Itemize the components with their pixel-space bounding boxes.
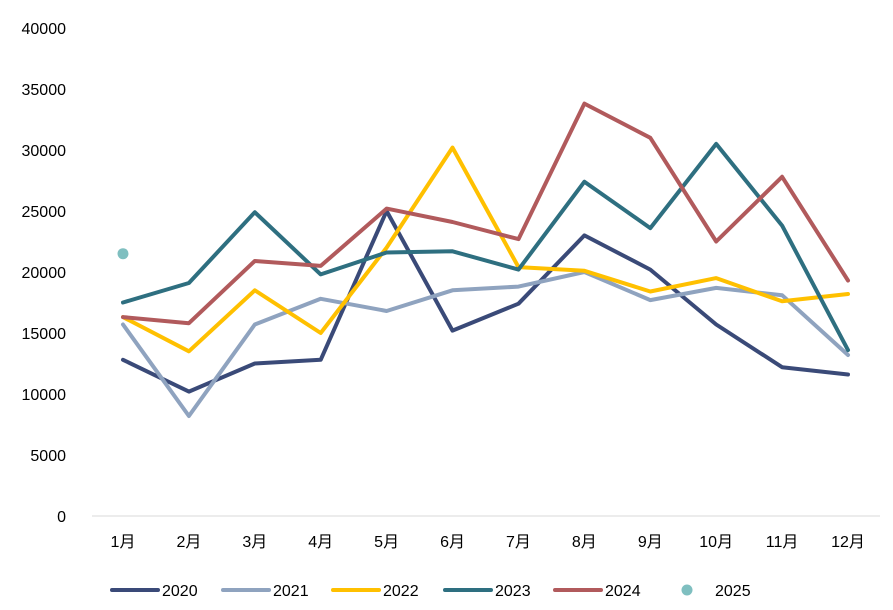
x-tick-label: 6月 bbox=[440, 534, 465, 551]
x-tick-label: 5月 bbox=[374, 534, 399, 551]
x-tick-label: 1月 bbox=[111, 534, 136, 551]
legend-label-2025: 2025 bbox=[715, 583, 751, 600]
y-tick-label: 10000 bbox=[22, 387, 67, 404]
y-tick-label: 40000 bbox=[22, 21, 67, 38]
x-tick-label: 2月 bbox=[176, 534, 201, 551]
series-line-2024 bbox=[121, 101, 850, 326]
x-tick-label: 12月 bbox=[831, 534, 865, 551]
x-tick-label: 10月 bbox=[699, 534, 733, 551]
x-tick-label: 7月 bbox=[506, 534, 531, 551]
y-axis-labels: 0 5000 10000 15000 20000 25000 30000 35000 40000 bbox=[22, 21, 67, 526]
y-tick-label: 0 bbox=[57, 509, 66, 526]
series-line-2022 bbox=[121, 145, 850, 354]
series-line-2020 bbox=[121, 209, 850, 394]
legend-label-2023: 2023 bbox=[495, 583, 531, 600]
series-line-2021 bbox=[121, 270, 850, 418]
x-tick-label: 3月 bbox=[242, 534, 267, 551]
series-lines bbox=[117, 101, 850, 418]
legend-label-2024: 2024 bbox=[605, 583, 641, 600]
y-tick-label: 35000 bbox=[22, 82, 67, 99]
x-tick-label: 4月 bbox=[308, 534, 333, 551]
series-point-2025 bbox=[117, 248, 129, 260]
y-tick-label: 5000 bbox=[30, 448, 66, 465]
legend: 2020 2021 2022 2023 2024 2025 bbox=[110, 583, 751, 600]
x-tick-label: 9月 bbox=[638, 534, 663, 551]
y-tick-label: 30000 bbox=[22, 143, 67, 160]
legend-label-2021: 2021 bbox=[273, 583, 309, 600]
y-tick-label: 15000 bbox=[22, 326, 67, 343]
x-tick-label: 8月 bbox=[572, 534, 597, 551]
x-tick-label: 11月 bbox=[766, 534, 799, 551]
series-line-2023 bbox=[121, 141, 850, 353]
y-tick-label: 20000 bbox=[22, 265, 67, 282]
y-tick-label: 25000 bbox=[22, 204, 67, 221]
legend-marker-2025 bbox=[681, 584, 693, 596]
legend-label-2020: 2020 bbox=[162, 583, 198, 600]
legend-label-2022: 2022 bbox=[383, 583, 419, 600]
x-axis: 1月 2月 3月 4月 5月 6月 7月 8月 9月 10月 11月 12月 bbox=[92, 515, 880, 551]
